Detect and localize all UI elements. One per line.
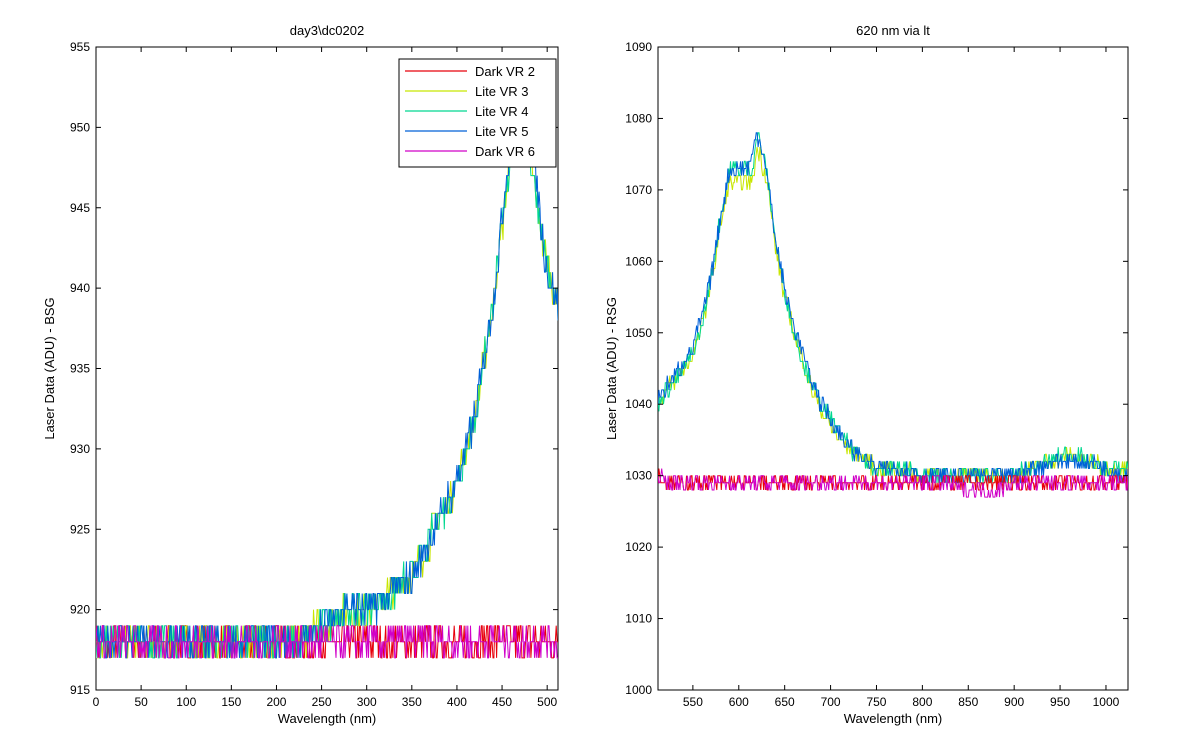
rsg-x-tick-label: 600 (729, 695, 749, 709)
rsg-x-tick-label: 750 (866, 695, 886, 709)
bsg-y-tick-label: 925 (70, 522, 90, 536)
rsg-x-tick-label: 850 (958, 695, 978, 709)
bsg-y-tick-label: 930 (70, 442, 90, 456)
bsg-x-tick-label: 300 (357, 695, 377, 709)
rsg-chart-title: 620 nm via lt (856, 23, 930, 38)
rsg-x-tick-label: 700 (821, 695, 841, 709)
rsg-series-group (658, 132, 1128, 498)
bsg-x-tick-label: 500 (537, 695, 557, 709)
chart-rsg: 550 600 650 700 750 800 850 900 950 1000 1000 1010 1… (604, 23, 1129, 726)
bsg-y-tick-label: 935 (70, 362, 90, 376)
bsg-x-tick-label: 400 (447, 695, 467, 709)
bsg-y-tick-label: 940 (70, 281, 90, 295)
bsg-y-axis-label: Laser Data (ADU) - BSG (42, 297, 57, 439)
rsg-y-tick-label: 1000 (625, 683, 652, 697)
rsg-x-tick-label: 1000 (1093, 695, 1120, 709)
rsg-axes-box (657, 46, 1129, 691)
bsg-y-tick-label: 915 (70, 683, 90, 697)
legend-entry-label: Lite VR 3 (475, 84, 528, 99)
bsg-y-tick-label: 920 (70, 603, 90, 617)
bsg-x-tick-label: 200 (266, 695, 286, 709)
rsg-y-axis-label: Laser Data (ADU) - RSG (604, 297, 619, 440)
legend: Dark VR 2 Lite VR 3 Lite VR 4 Lite VR 5 Dark… (398, 58, 557, 168)
bsg-x-tick-label: 350 (402, 695, 422, 709)
rsg-x-tick-label: 650 (775, 695, 795, 709)
legend-entry-label: Lite VR 4 (475, 104, 528, 119)
series-line-dark-vr-6 (96, 625, 558, 659)
rsg-y-tick-label: 1070 (625, 183, 652, 197)
rsg-x-tick-label: 550 (683, 695, 703, 709)
bsg-series-group (96, 94, 558, 659)
chart-bsg: 0 50 100 150 200 250 300 350 400 450 500 915 920 925 9… (42, 23, 559, 726)
legend-entry-label: Lite VR 5 (475, 124, 528, 139)
rsg-x-axis-label: Wavelength (nm) (844, 711, 943, 726)
bsg-x-tick-label: 100 (176, 695, 196, 709)
bsg-x-tick-label: 150 (221, 695, 241, 709)
bsg-x-tick-label: 50 (134, 695, 148, 709)
bsg-x-axis-label: Wavelength (nm) (278, 711, 377, 726)
rsg-y-tick-label: 1050 (625, 326, 652, 340)
legend-entry-label: Dark VR 6 (475, 144, 535, 159)
rsg-y-tick-label: 1030 (625, 469, 652, 483)
legend-entry-label: Dark VR 2 (475, 64, 535, 79)
series-line-lite-vr-5 (658, 132, 1128, 484)
rsg-y-tick-label: 1040 (625, 397, 652, 411)
bsg-x-tick-label: 450 (492, 695, 512, 709)
bsg-y-tick-label: 955 (70, 40, 90, 54)
rsg-y-tick-label: 1020 (625, 540, 652, 554)
rsg-x-tick-label: 900 (1004, 695, 1024, 709)
rsg-x-tick-label: 800 (912, 695, 932, 709)
rsg-y-tick-label: 1080 (625, 111, 652, 125)
rsg-y-tick-label: 1090 (625, 40, 652, 54)
bsg-y-tick-label: 950 (70, 120, 90, 134)
rsg-y-tick-label: 1060 (625, 254, 652, 268)
bsg-chart-title: day3\dc0202 (290, 23, 364, 38)
series-line-dark-vr-6 (658, 468, 1128, 498)
bsg-x-tick-label: 0 (93, 695, 100, 709)
bsg-y-tick-label: 945 (70, 201, 90, 215)
legend-box (398, 58, 557, 168)
rsg-x-tick-label: 950 (1050, 695, 1070, 709)
rsg-y-tick-label: 1010 (625, 612, 652, 626)
bsg-x-tick-label: 250 (312, 695, 332, 709)
